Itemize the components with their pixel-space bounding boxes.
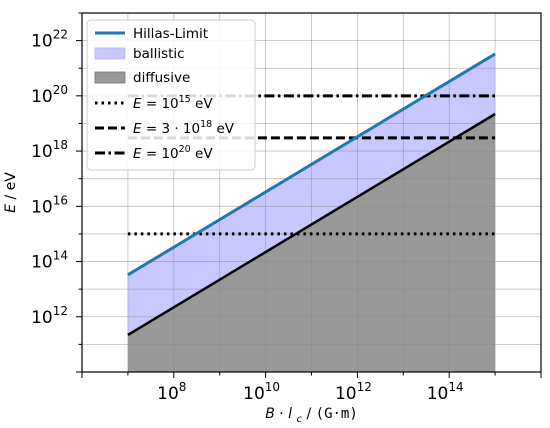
legend-e18-label: E = 3 · 1018 eV (133, 115, 235, 137)
legend: Hillas-Limit ballistic diffusive E = 101… (86, 19, 256, 171)
legend-e20-eq: = (146, 146, 157, 162)
y-tick-label: 1012 (31, 304, 68, 328)
hillas-limit-line (127, 52, 496, 277)
legend-e20-base: 10 (161, 146, 178, 162)
legend-e20-var: E (133, 146, 142, 162)
legend-e20-unit: eV (195, 146, 213, 162)
legend-e15-exp: 15 (179, 94, 191, 105)
legend-e18-dot: · (174, 121, 178, 137)
y-tick-label: 1016 (31, 193, 68, 217)
x-tick-exponent: 14 (448, 380, 463, 394)
y-tick-exponent: 22 (53, 28, 68, 42)
x-tick-exponent: 12 (357, 380, 372, 394)
x-axis-slash: / (306, 406, 311, 422)
legend-hillas-label: Hillas-Limit (133, 26, 208, 42)
x-tick-base: 10 (243, 384, 265, 404)
legend-e18-exp: 18 (200, 119, 212, 130)
y-tick-label: 1020 (31, 83, 68, 107)
y-tick-label: 1018 (31, 138, 68, 162)
legend-e20-label: E = 1020 eV (133, 140, 213, 162)
legend-e15-var: E (133, 96, 142, 112)
y-tick-base: 10 (31, 32, 53, 52)
x-tick-label: 1014 (427, 380, 464, 404)
legend-e18-base: 10 (183, 121, 200, 137)
y-tick-base: 10 (31, 197, 53, 217)
x-tick-label: 108 (157, 380, 186, 404)
y-tick-exponent: 12 (53, 304, 68, 318)
x-tick-label: 1010 (243, 380, 280, 404)
x-axis-dot: · (279, 406, 283, 422)
line-layer (127, 52, 496, 336)
y-tick-label: 1022 (31, 28, 68, 52)
y-tick-base: 10 (31, 308, 53, 328)
legend-e18-eq: = (146, 121, 157, 137)
x-tick-base: 10 (157, 384, 179, 404)
x-tick-exponent: 8 (179, 380, 187, 394)
legend-ballistic-label: ballistic (133, 46, 185, 62)
legend-e18-var: E (133, 121, 142, 137)
y-axis-slash: / (3, 195, 19, 200)
legend-box (86, 19, 256, 171)
legend-e20-exp: 20 (179, 144, 191, 155)
legend-e18-coef: 3 (161, 121, 170, 137)
x-axis-var-l: l (288, 406, 292, 422)
y-axis-units: eV (3, 172, 19, 191)
x-tick-base: 10 (427, 384, 449, 404)
x-tick-label: 1012 (335, 380, 372, 404)
x-axis-subscript-c: c (297, 414, 303, 425)
y-tick-exponent: 18 (53, 138, 68, 152)
legend-diffusive-swatch (94, 71, 126, 84)
y-tick-exponent: 16 (53, 193, 68, 207)
legend-ballistic-swatch (94, 47, 126, 60)
legend-e15-label: E = 1015 eV (133, 90, 213, 112)
legend-e15-eq: = (146, 96, 157, 112)
y-tick-base: 10 (31, 142, 53, 162)
legend-e18-unit: eV (217, 121, 235, 137)
y-tick-exponent: 14 (53, 249, 68, 263)
legend-e15-unit: eV (195, 96, 213, 112)
x-axis-units: (G·m) (316, 406, 358, 422)
y-tick-base: 10 (31, 87, 53, 107)
x-axis-var-b: B (265, 406, 275, 422)
diffusive-boundary-line (127, 112, 496, 336)
x-tick-base: 10 (335, 384, 357, 404)
y-axis-var-e: E (3, 204, 19, 213)
y-tick-base: 10 (31, 253, 53, 273)
y-tick-exponent: 20 (53, 83, 68, 97)
legend-e15-base: 10 (161, 96, 178, 112)
legend-diffusive-label: diffusive (133, 70, 190, 86)
x-axis-title: B · l c / (G·m) (265, 406, 358, 426)
x-tick-exponent: 10 (265, 380, 280, 394)
y-axis-title: E / eV (3, 172, 19, 213)
y-tick-label: 1014 (31, 249, 68, 273)
